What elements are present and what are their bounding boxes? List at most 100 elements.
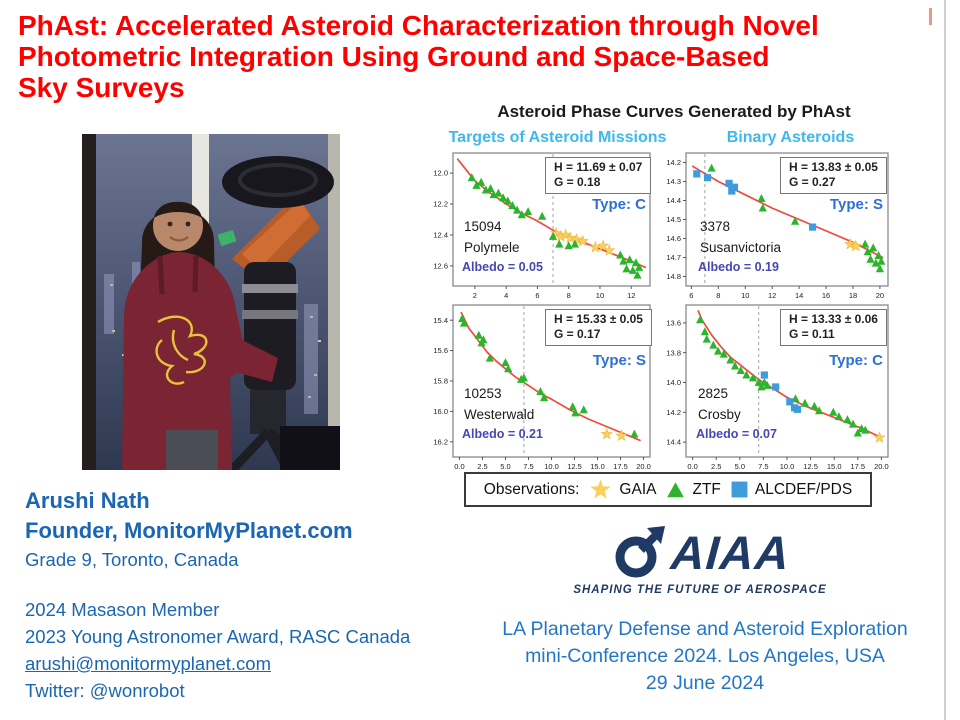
svg-text:14.6: 14.6 xyxy=(666,234,681,243)
svg-text:15.6: 15.6 xyxy=(433,346,448,355)
svg-text:17.5: 17.5 xyxy=(850,462,865,471)
jeans xyxy=(166,430,218,470)
svg-text:14.4: 14.4 xyxy=(666,438,681,447)
asteroid-number: 10253 xyxy=(464,386,502,401)
svg-text:14.2: 14.2 xyxy=(666,158,681,167)
aiaa-wordmark: AIAA xyxy=(668,526,792,579)
author-info: Arushi Nath Founder, MonitorMyPlanet.com… xyxy=(25,486,410,704)
svg-text:0.0: 0.0 xyxy=(454,462,464,471)
column-header-missions: Targets of Asteroid Missions xyxy=(448,129,667,146)
hoodie xyxy=(122,252,248,470)
svg-text:10: 10 xyxy=(741,291,749,300)
svg-text:14: 14 xyxy=(795,291,803,300)
albedo-label-polymele: Albedo = 0.05 xyxy=(462,260,543,274)
h-value: H = 13.83 ± 0.05 xyxy=(789,160,878,174)
conference-info: LA Planetary Defense and Asteroid Explor… xyxy=(470,616,940,697)
hg-box-westerwald: H = 15.33 ± 0.05 G = 0.17 xyxy=(545,309,652,346)
svg-text:14.3: 14.3 xyxy=(666,177,681,186)
award-2024: 2024 Masason Member xyxy=(25,599,220,620)
award-2023: 2023 Young Astronomer Award, RASC Canada xyxy=(25,626,411,647)
svg-text:12.0: 12.0 xyxy=(433,169,448,178)
legend-ztf-label: ZTF xyxy=(692,480,721,498)
g-value: G = 0.17 xyxy=(554,327,601,341)
slide-edge-line xyxy=(944,0,946,720)
svg-text:16.2: 16.2 xyxy=(433,437,448,446)
asteroid-number: 3378 xyxy=(700,219,731,234)
column-header-binary: Binary Asteroids xyxy=(726,129,855,146)
conference-line-3: 29 June 2024 xyxy=(645,672,765,694)
aiaa-orbit-arrow-icon xyxy=(615,526,665,578)
h-value: H = 11.69 ± 0.07 xyxy=(554,160,643,174)
asteroid-number: 2825 xyxy=(698,386,729,401)
aiaa-logo: AIAA SHAPING THE FUTURE OF AEROSPACE xyxy=(460,524,940,596)
charts-heading: Asteroid Phase Curves Generated by PhAst xyxy=(497,102,851,121)
svg-text:14.7: 14.7 xyxy=(666,253,681,262)
telescope xyxy=(217,156,340,470)
svg-text:16.0: 16.0 xyxy=(433,407,448,416)
svg-text:20.0: 20.0 xyxy=(636,462,651,471)
albedo-label-crosby: Albedo = 0.07 xyxy=(696,427,777,441)
svg-text:5.0: 5.0 xyxy=(735,462,745,471)
svg-text:12.6: 12.6 xyxy=(433,261,448,270)
svg-text:14.2: 14.2 xyxy=(666,408,681,417)
svg-text:8: 8 xyxy=(567,291,571,300)
svg-text:15.8: 15.8 xyxy=(433,377,448,386)
type-label-susanvictoria: Type: S xyxy=(829,196,883,213)
title-line-2: Photometric Integration Using Ground and… xyxy=(18,41,770,72)
title-line-1: PhAst: Accelerated Asteroid Characteriza… xyxy=(18,10,819,41)
svg-text:12: 12 xyxy=(627,291,635,300)
svg-text:14.8: 14.8 xyxy=(666,272,681,281)
legend-alcdef-label: ALCDEF/PDS xyxy=(754,480,853,498)
g-value: G = 0.27 xyxy=(789,175,836,189)
svg-text:15.0: 15.0 xyxy=(590,462,605,471)
type-label-polymele: Type: C xyxy=(592,196,646,213)
g-value: G = 0.11 xyxy=(789,327,835,341)
svg-text:10: 10 xyxy=(596,291,604,300)
svg-text:7.5: 7.5 xyxy=(758,462,768,471)
author-photo xyxy=(82,134,340,470)
svg-text:13.8: 13.8 xyxy=(666,348,681,357)
gaia-star-icon xyxy=(590,478,612,499)
svg-text:4: 4 xyxy=(504,291,508,300)
ztf-triangle-icon xyxy=(667,481,685,497)
asteroid-name: Susanvictoria xyxy=(700,240,782,255)
svg-text:18: 18 xyxy=(849,291,857,300)
svg-text:5.0: 5.0 xyxy=(500,462,510,471)
svg-text:12.5: 12.5 xyxy=(567,462,582,471)
aiaa-tagline: SHAPING THE FUTURE OF AEROSPACE xyxy=(573,584,827,596)
hg-box-polymele: H = 11.69 ± 0.07 G = 0.18 xyxy=(545,157,652,194)
author-name: Arushi Nath xyxy=(25,488,150,513)
svg-text:7.5: 7.5 xyxy=(523,462,533,471)
asteroid-name: Crosby xyxy=(698,407,741,422)
svg-text:2.5: 2.5 xyxy=(711,462,721,471)
svg-text:10.0: 10.0 xyxy=(780,462,795,471)
svg-text:20: 20 xyxy=(876,291,884,300)
type-label-westerwald: Type: S xyxy=(592,352,646,369)
svg-text:6: 6 xyxy=(535,291,539,300)
asteroid-name: Polymele xyxy=(464,240,520,255)
svg-text:20.0: 20.0 xyxy=(874,462,889,471)
legend-gaia-label: GAIA xyxy=(619,480,657,498)
email-link[interactable]: arushi@monitormyplanet.com xyxy=(25,653,272,674)
h-value: H = 13.33 ± 0.06 xyxy=(789,312,878,326)
author-role: Founder, MonitorMyPlanet.com xyxy=(25,518,353,543)
conference-line-1: LA Planetary Defense and Asteroid Explor… xyxy=(502,618,908,640)
conference-line-2: mini-Conference 2024. Los Angeles, USA xyxy=(525,645,885,667)
green-tape xyxy=(217,229,237,247)
svg-text:15.0: 15.0 xyxy=(827,462,842,471)
twitter-handle: Twitter: @wonrobot xyxy=(25,680,185,701)
svg-text:13.6: 13.6 xyxy=(666,318,681,327)
svg-text:14.0: 14.0 xyxy=(666,378,681,387)
author-grade: Grade 9, Toronto, Canada xyxy=(25,549,239,570)
svg-text:12.4: 12.4 xyxy=(433,231,448,240)
svg-text:6: 6 xyxy=(689,291,693,300)
svg-text:2: 2 xyxy=(473,291,477,300)
slide-title: PhAst: Accelerated Asteroid Characteriza… xyxy=(18,10,923,103)
observations-legend: Observations: GAIA ZTF ALCDEF/PDS xyxy=(464,472,872,507)
text-cursor-artifact xyxy=(929,8,932,25)
svg-text:2.5: 2.5 xyxy=(477,462,487,471)
svg-text:14.5: 14.5 xyxy=(666,215,681,224)
svg-text:12.5: 12.5 xyxy=(803,462,818,471)
svg-text:17.5: 17.5 xyxy=(613,462,628,471)
